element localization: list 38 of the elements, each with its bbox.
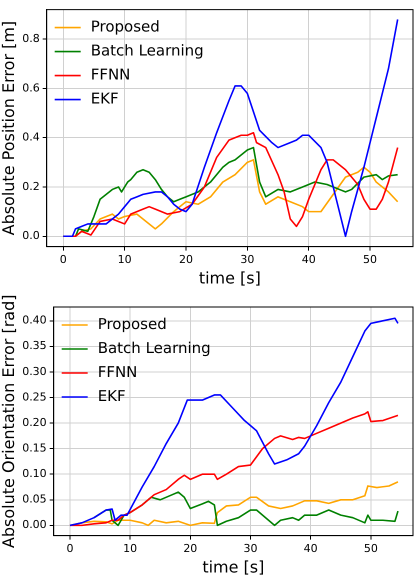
y-tick-label: 0.6 — [22, 81, 40, 94]
x-tick-label: 10 — [118, 253, 132, 266]
x-axis-title: time [s] — [202, 558, 264, 577]
x-tick-label: 20 — [183, 542, 198, 556]
x-tick-label: 0 — [60, 253, 67, 266]
y-axis-title: Absolute Orientation Error [rad] — [0, 294, 18, 548]
y-tick-label: 0.25 — [22, 390, 47, 404]
y-tick-label: 0.0 — [22, 229, 40, 242]
y-tick-label: 0.10 — [22, 467, 47, 480]
legend-label: Proposed — [90, 17, 160, 36]
x-tick-label: 40 — [302, 253, 316, 266]
y-tick-label: 0.30 — [22, 364, 47, 378]
x-tick-label: 30 — [240, 253, 254, 266]
y-tick-label: 0.8 — [22, 32, 40, 46]
x-axis-title: time [s] — [198, 268, 261, 288]
x-tick-label: 50 — [363, 253, 378, 266]
x-tick-label: 10 — [123, 542, 138, 556]
y-tick-label: 0.4 — [22, 130, 40, 144]
x-tick-label: 30 — [244, 542, 258, 556]
y-tick-label: 0.05 — [22, 492, 47, 506]
legend-label: EKF — [90, 89, 119, 108]
y-tick-label: 0.15 — [22, 442, 47, 455]
legend-label: Batch Learning — [98, 338, 211, 357]
x-tick-label: 40 — [304, 542, 318, 556]
y-axis-title: Absolute Position Error [m] — [0, 20, 18, 236]
x-tick-label: 0 — [66, 542, 74, 556]
legend-label: FFNN — [90, 65, 130, 84]
legend-label: FFNN — [98, 362, 138, 381]
legend-label: EKF — [98, 386, 126, 405]
x-tick-label: 20 — [178, 253, 193, 266]
y-tick-label: 0.00 — [22, 518, 47, 532]
x-tick-label: 50 — [364, 542, 378, 556]
y-tick-label: 0.40 — [22, 314, 47, 327]
legend-label: Batch Learning — [90, 41, 204, 60]
y-tick-label: 0.35 — [22, 339, 47, 352]
y-tick-label: 0.2 — [22, 180, 40, 193]
legend-label: Proposed — [98, 314, 167, 333]
y-tick-label: 0.20 — [22, 416, 47, 429]
